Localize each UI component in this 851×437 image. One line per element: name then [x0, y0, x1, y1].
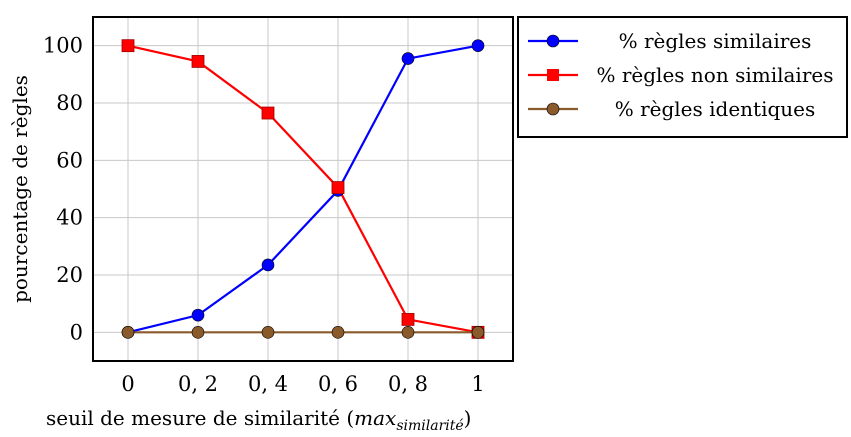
x-axis-label-math: max	[354, 406, 396, 430]
legend-frame	[517, 16, 848, 138]
y-tick-label: 0	[70, 320, 83, 344]
y-tick-label: 60	[56, 148, 83, 172]
y-tick-label: 80	[56, 91, 83, 115]
series-1-point	[191, 55, 205, 68]
series-0-point	[261, 258, 275, 272]
x-tick-label: 1	[471, 372, 484, 396]
series-0-point	[471, 39, 485, 52]
series-lines	[127, 44, 479, 334]
x-tick-labels: 0 0, 2 0, 4 0, 6 0, 8 1	[121, 372, 484, 396]
series-2-point	[261, 326, 275, 339]
grid-lines	[93, 17, 513, 361]
legend-label-0: % règles similaires	[619, 29, 812, 53]
legend-marker-2	[546, 102, 560, 116]
x-axis-label-subscript: similarité	[396, 418, 463, 434]
x-tick-label: 0	[121, 372, 134, 396]
series-line-0	[127, 44, 479, 334]
y-tick-label: 40	[56, 206, 83, 230]
x-tick-label: 0, 2	[178, 372, 218, 396]
series-2-point	[331, 326, 345, 339]
series-2-point	[191, 326, 205, 339]
x-tick-label: 0, 6	[318, 372, 358, 396]
legend-marker-1	[547, 69, 559, 81]
series-1-point	[401, 313, 415, 326]
series-2-point	[471, 326, 485, 339]
legend-label-1: % règles non similaires	[597, 63, 834, 87]
series-markers	[121, 39, 485, 339]
series-1-point	[261, 106, 275, 120]
y-tick-label: 20	[56, 263, 83, 287]
legend-label-2: % règles identiques	[615, 97, 816, 121]
y-tick-label: 100	[43, 34, 83, 58]
series-line-1	[127, 44, 479, 334]
x-axis-label: seuil de mesure de similarité (maxsimila…	[46, 406, 471, 434]
x-tick-label: 0, 8	[388, 372, 428, 396]
x-tick-label: 0, 4	[248, 372, 288, 396]
x-axis-label-close: )	[464, 406, 472, 430]
series-0-point	[191, 308, 205, 322]
series-1-point	[121, 39, 135, 53]
plot-frame	[92, 16, 514, 362]
legend: % règles similaires % règles non similair…	[517, 16, 848, 138]
x-axis-label-main: seuil de mesure de similarité (	[46, 406, 354, 430]
series-1-point	[331, 181, 345, 194]
y-tick-labels: 0 20 40 60 80 100	[43, 34, 83, 345]
series-2-point	[121, 326, 135, 339]
series-0-point	[401, 52, 415, 65]
legend-marker-0	[546, 34, 560, 48]
series-2-point	[401, 326, 415, 339]
y-axis-label: pourcentage de règles	[8, 75, 32, 303]
